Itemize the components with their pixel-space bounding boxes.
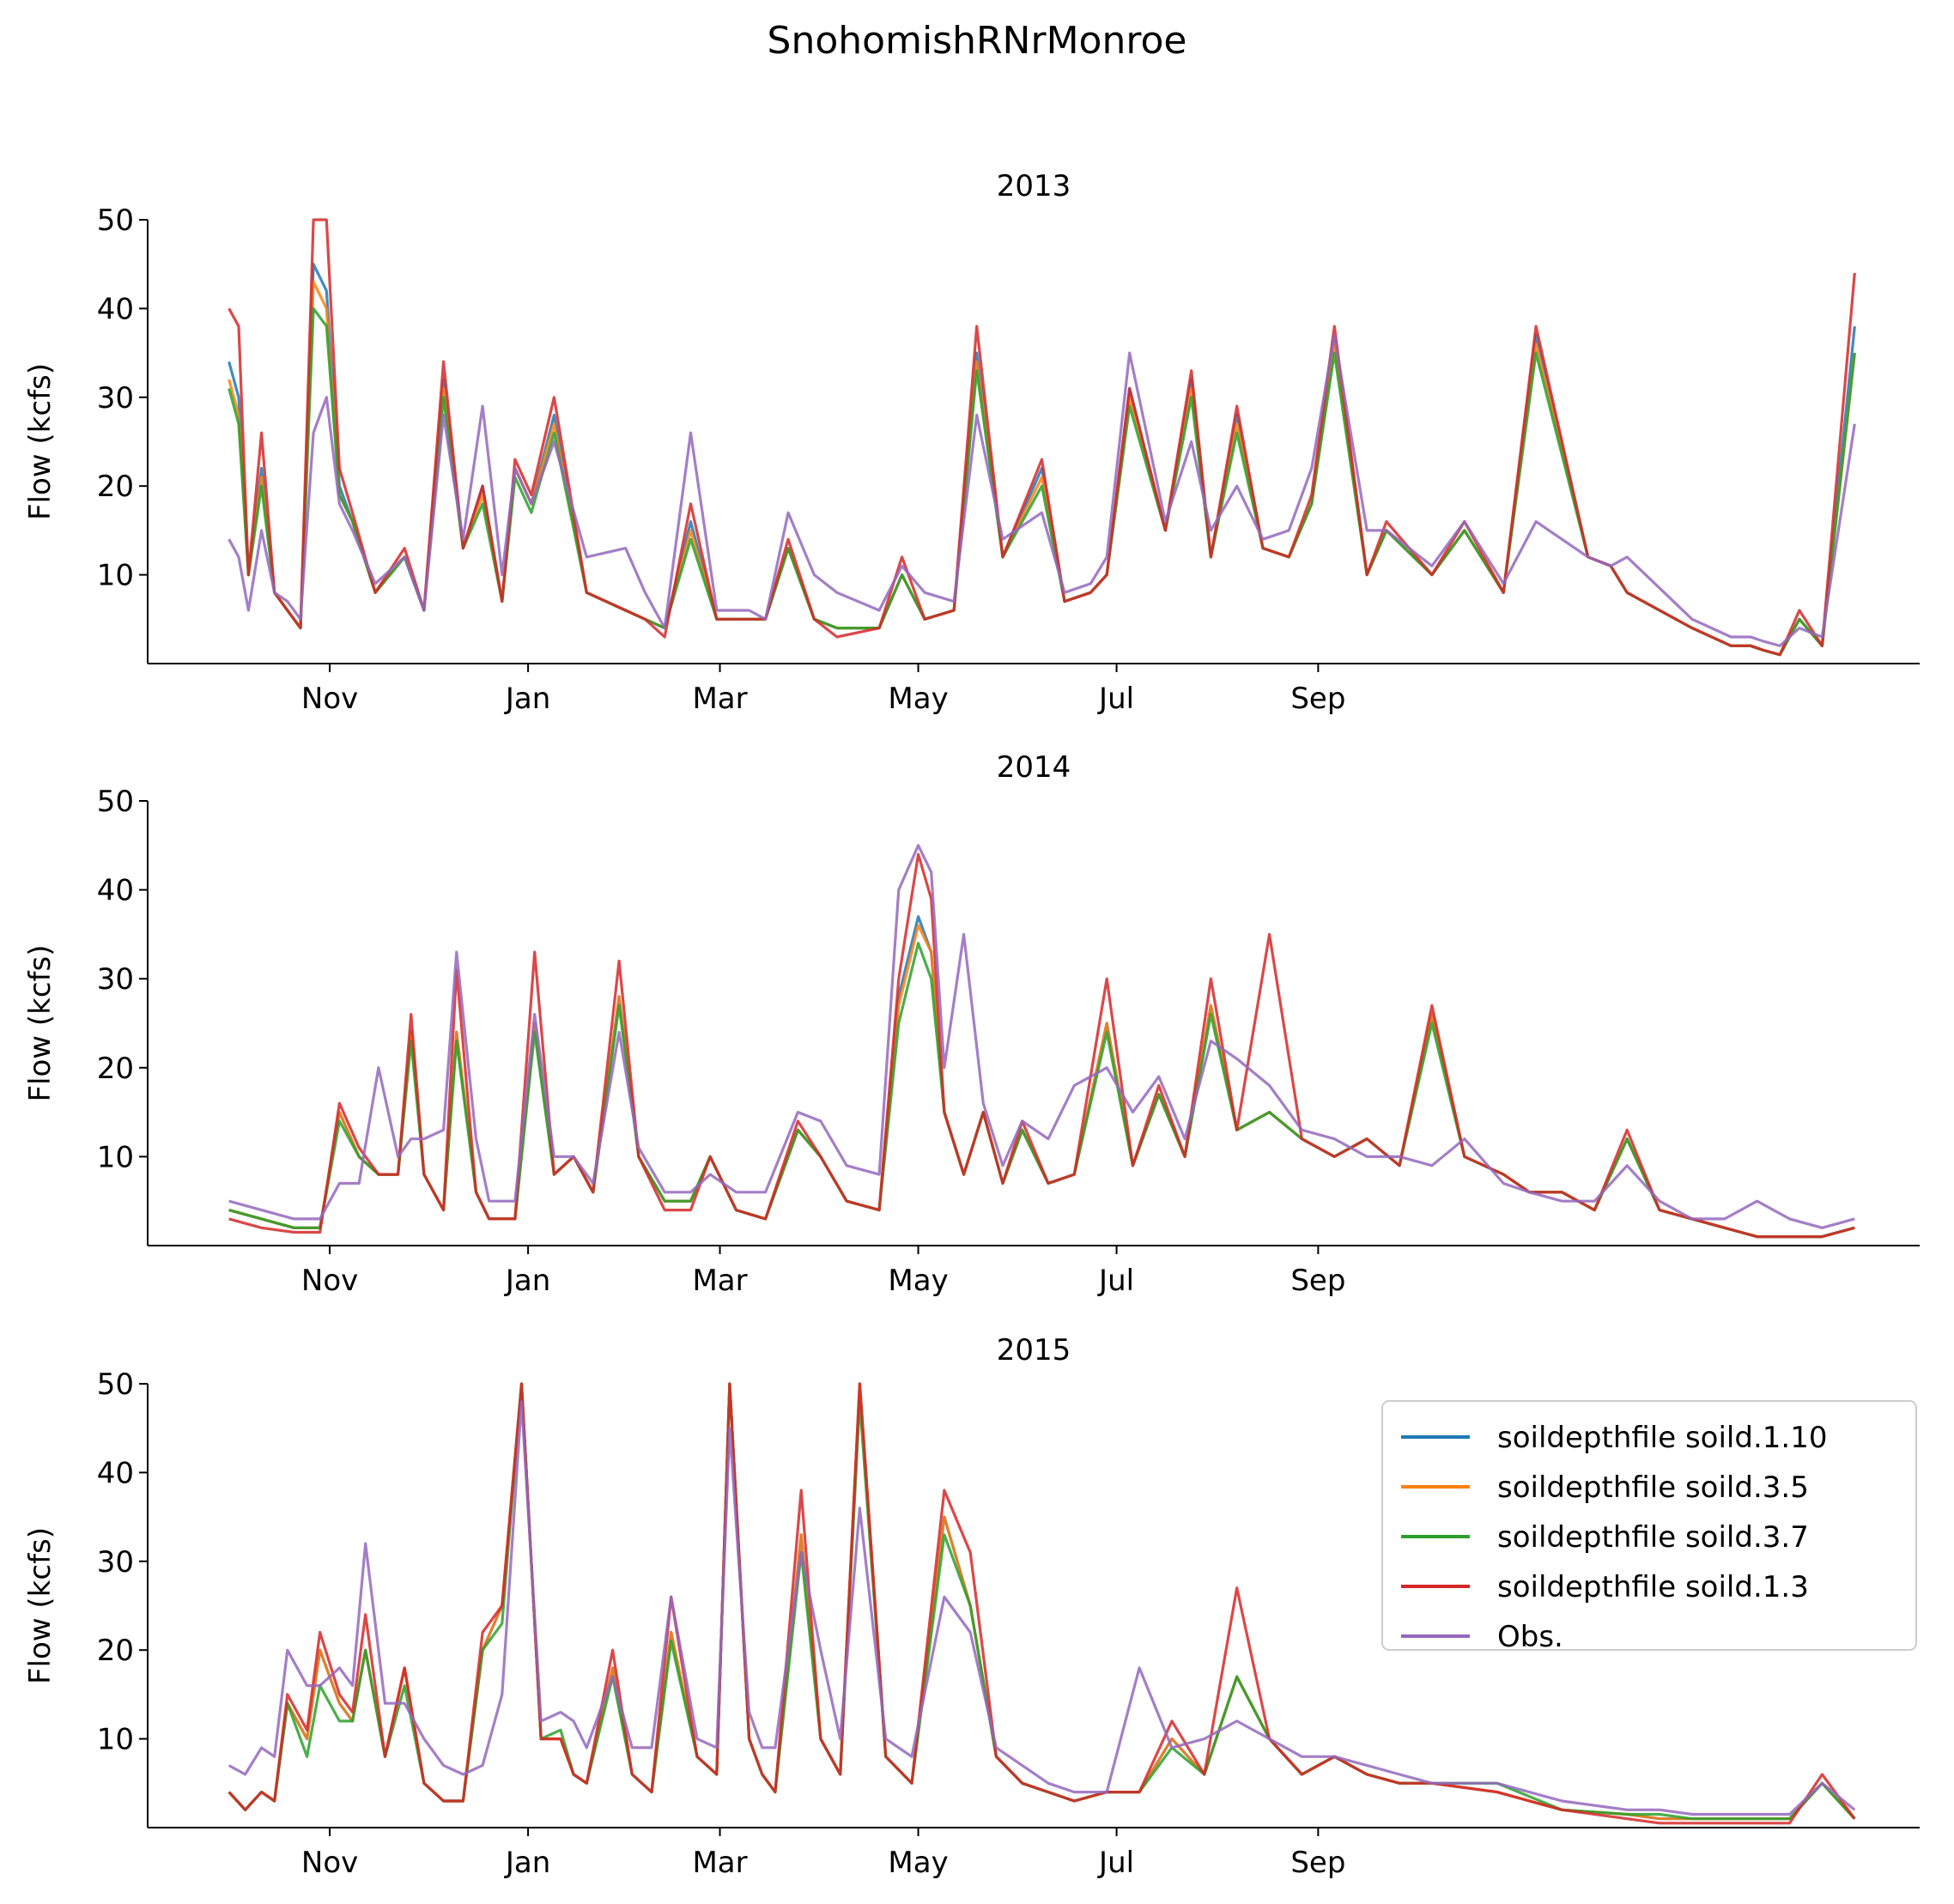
- subplot-title: 2015: [997, 1333, 1071, 1367]
- y-tick-label: 40: [97, 1456, 134, 1490]
- x-tick-label: Mar: [692, 1264, 747, 1298]
- y-tick-label: 50: [97, 785, 134, 819]
- y-tick-label: 30: [97, 1545, 134, 1580]
- x-tick-label: Jul: [1097, 1264, 1134, 1298]
- y-axis-label: Flow (kcfs): [23, 1527, 58, 1684]
- y-tick-label: 20: [97, 470, 134, 504]
- y-tick-label: 20: [97, 1634, 134, 1668]
- y-tick-label: 50: [97, 1367, 134, 1402]
- x-tick-label: Sep: [1290, 1264, 1345, 1298]
- series-line: [228, 915, 1855, 1239]
- y-tick-label: 30: [97, 381, 134, 415]
- series-line: [228, 333, 1856, 647]
- x-tick-label: Sep: [1290, 1846, 1345, 1880]
- y-tick-label: 40: [97, 292, 134, 326]
- subplot-title: 2014: [997, 750, 1071, 785]
- legend-entry: soildepthfile soild.3.5: [1497, 1470, 1809, 1505]
- legend-entry: soildepthfile soild.3.7: [1497, 1520, 1809, 1555]
- legend-frame: [1381, 1400, 1917, 1651]
- y-axis-label: Flow (kcfs): [23, 363, 58, 520]
- subplot-2013: 2013 Flow (kcfs) 10 20 30 40 50 Nov Jan Mar May Jul…: [23, 169, 1920, 716]
- x-tick-label: Jan: [504, 1264, 550, 1298]
- y-tick-label: 40: [97, 874, 134, 908]
- x-tick-label: Nov: [301, 1846, 358, 1880]
- x-tick-label: May: [888, 1846, 948, 1880]
- legend-entry: Obs.: [1497, 1620, 1563, 1654]
- series-line: [228, 218, 1856, 657]
- x-tick-label: Jan: [504, 1846, 550, 1880]
- y-tick-label: 30: [97, 962, 134, 997]
- y-tick-label: 50: [97, 203, 134, 238]
- series-line: [228, 844, 1855, 1229]
- y-tick-label: 10: [97, 1140, 134, 1174]
- subplot-2015: 2015 Flow (kcfs) 10 20 30 40 50 Nov Jan Mar May Jul…: [23, 1333, 1920, 1880]
- series-line: [228, 1400, 1856, 1816]
- subplot-title: 2013: [997, 169, 1071, 203]
- figure-title: SnohomishRNrMonroe: [767, 19, 1187, 63]
- x-tick-label: Jan: [504, 682, 550, 716]
- y-tick-label: 20: [97, 1052, 134, 1086]
- x-tick-label: Nov: [301, 1264, 358, 1298]
- legend: soildepthfile soild.1.10 soildepthfile so…: [1381, 1400, 1917, 1654]
- series-line: [228, 942, 1855, 1239]
- legend-entry: soildepthfile soild.1.10: [1497, 1421, 1827, 1455]
- x-tick-label: Nov: [301, 682, 358, 716]
- subplot-2014: 2014 Flow (kcfs) 10 20 30 40 50 Nov Jan Mar May Jul…: [23, 750, 1920, 1298]
- x-tick-label: Mar: [692, 682, 747, 716]
- series-line: [228, 1382, 1856, 1825]
- x-tick-label: Sep: [1290, 682, 1345, 716]
- legend-entry: soildepthfile soild.1.3: [1497, 1570, 1809, 1604]
- y-axis-label: Flow (kcfs): [23, 944, 58, 1101]
- series-line: [228, 924, 1855, 1239]
- series-line: [228, 852, 1855, 1239]
- y-tick-label: 10: [97, 559, 134, 593]
- x-tick-label: May: [888, 1264, 948, 1298]
- y-tick-label: 10: [97, 1723, 134, 1757]
- x-tick-label: May: [888, 682, 948, 716]
- x-tick-label: Jul: [1097, 682, 1134, 716]
- x-tick-label: Jul: [1097, 1846, 1134, 1880]
- x-tick-label: Mar: [692, 1846, 747, 1880]
